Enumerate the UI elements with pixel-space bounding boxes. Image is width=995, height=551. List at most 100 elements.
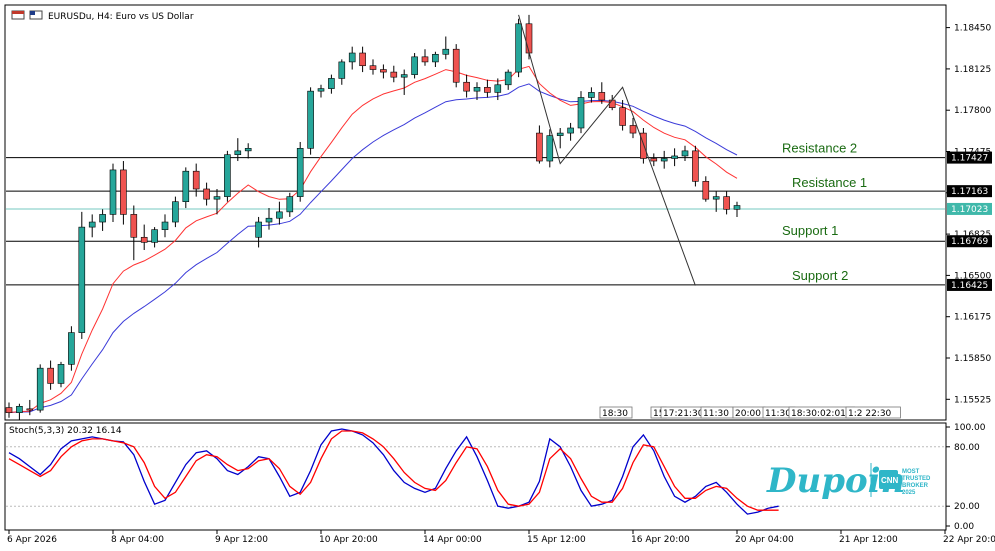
- candle-body: [671, 155, 678, 159]
- candle-19: [203, 182, 210, 206]
- candle-body: [452, 48, 460, 83]
- candle-51: [536, 125, 543, 164]
- candle-body: [36, 367, 44, 411]
- candle-body: [47, 367, 54, 384]
- candle-55: [577, 91, 585, 134]
- cnn-badge-text: CNN: [881, 476, 899, 485]
- session-label-text: 18:30:02:01: [791, 409, 846, 419]
- candle-body: [369, 65, 377, 70]
- candle-body: [16, 405, 23, 413]
- level-price-box-1: [947, 185, 992, 198]
- candle-31: [328, 74, 335, 94]
- candle-body: [712, 196, 720, 200]
- time-tick-label-1: 8 Apr 04:00: [111, 535, 164, 545]
- candle-body: [380, 69, 387, 73]
- candle-body: [536, 132, 543, 162]
- zigzag-line: [518, 14, 696, 286]
- candle-body: [556, 132, 564, 136]
- candle-3: [36, 364, 44, 413]
- candle-body: [276, 211, 283, 219]
- stoch-series-1: [8, 430, 779, 511]
- candle-17: [182, 167, 190, 209]
- level-price-label-2: 1.16769: [951, 237, 988, 247]
- candle-body: [400, 74, 408, 78]
- candle-10: [109, 163, 117, 223]
- candle-4: [47, 360, 54, 390]
- stoch-tick-label-2: 20.00: [954, 502, 980, 512]
- candle-40: [421, 49, 429, 66]
- candle-62: [650, 153, 658, 167]
- candle-body: [265, 217, 273, 223]
- candle-body: [484, 87, 491, 93]
- candle-body: [629, 125, 637, 134]
- candle-body: [692, 150, 699, 182]
- session-label-text: 1:2 22:30: [848, 409, 892, 419]
- time-tick-label-5: 15 Apr 12:00: [527, 535, 586, 545]
- candle-body: [348, 52, 356, 63]
- level-price-box-3: [947, 278, 992, 291]
- candle-body: [421, 56, 429, 63]
- candle-7: [78, 211, 86, 339]
- candle-37: [390, 65, 398, 83]
- candle-body: [213, 196, 221, 200]
- badge-line-4: 2025: [902, 490, 916, 496]
- candle-body: [140, 236, 148, 243]
- candle-27: [286, 192, 294, 217]
- candle-54: [567, 122, 574, 141]
- candle-52: [546, 129, 554, 168]
- price-tick-label-6: 1.16500: [954, 271, 991, 281]
- candle-body: [515, 23, 522, 73]
- candle-23: [244, 143, 252, 159]
- candle-6: [68, 326, 75, 371]
- price-tick-label-9: 1.15525: [954, 395, 991, 405]
- candle-30: [317, 84, 325, 98]
- candle-53: [556, 127, 564, 149]
- session-label-6: 18:30:02:01: [788, 406, 855, 419]
- candle-25: [265, 208, 273, 230]
- candle-body: [650, 158, 658, 162]
- session-label-text: 17:21:30: [663, 409, 704, 419]
- candle-9: [99, 209, 106, 231]
- broker-logo: Dupoin CNN MOST TRUSTED BROKER 2025: [766, 461, 931, 501]
- session-label-text: 11:30: [765, 409, 791, 419]
- candle-2: [26, 399, 34, 416]
- cnn-badge: [879, 470, 898, 489]
- candle-body: [338, 61, 346, 79]
- candle-35: [369, 59, 377, 75]
- candle-39: [411, 53, 418, 79]
- candle-body: [504, 71, 512, 86]
- candle-47: [494, 78, 502, 101]
- candle-body: [494, 84, 502, 93]
- level-name-2: Support 1: [782, 223, 838, 238]
- session-label-0: 18:30: [599, 406, 633, 419]
- candle-body: [57, 364, 65, 384]
- candle-48: [504, 69, 512, 90]
- candle-60: [629, 117, 637, 139]
- session-label-text: 11:30: [703, 409, 729, 419]
- session-label-text: 15: [653, 409, 664, 419]
- candle-body: [660, 158, 668, 162]
- level-price-box-0: [947, 151, 992, 164]
- levels-layer: Resistance 2 Resistance 1 Support 1 Support…: [6, 141, 945, 286]
- candle-body: [640, 132, 647, 159]
- candle-12: [130, 205, 138, 261]
- symbol-title: EURUSDu, H4: Euro vs US Dollar: [11, 10, 194, 22]
- time-tick-label-6: 16 Apr 20:00: [631, 535, 690, 545]
- chart-window-icon-bar: [12, 11, 24, 14]
- price-tick-label-1: 1.18125: [954, 65, 991, 75]
- session-label-3: 11:30: [700, 406, 734, 419]
- candle-8: [88, 214, 96, 238]
- price-tick-label-2: 1.17800: [954, 106, 991, 116]
- candle-body: [172, 201, 179, 223]
- candle-body: [78, 226, 86, 333]
- candle-body: [244, 148, 252, 152]
- candle-43: [452, 44, 460, 88]
- candle-body: [432, 53, 439, 63]
- badge-line-2: TRUSTED: [902, 476, 931, 482]
- candle-body: [286, 196, 294, 213]
- candle-67: [702, 176, 710, 202]
- badge-line-3: BROKER: [902, 483, 929, 489]
- candle-41: [432, 51, 439, 67]
- candle-13: [140, 224, 148, 250]
